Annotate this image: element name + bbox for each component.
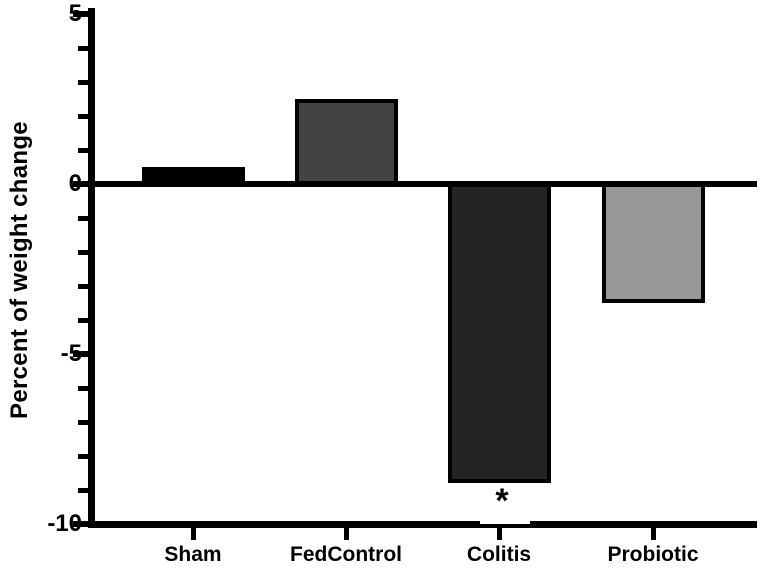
x-tick-label-probiotic: Probiotic (607, 543, 699, 566)
x-tick-sham (190, 527, 196, 540)
y-minor-tick (78, 283, 88, 289)
bar-fedcontrol (294, 99, 398, 187)
y-axis-spine (88, 8, 95, 528)
y-minor-tick (78, 113, 88, 119)
y-major-tick (73, 11, 88, 17)
x-tick-probiotic (650, 527, 656, 540)
axis-gap-artifact (480, 520, 530, 524)
x-tick-label-fedcontrol: FedControl (290, 543, 402, 566)
zero-baseline (95, 181, 757, 187)
y-tick-label: 5 (68, 0, 82, 27)
y-minor-tick (78, 249, 88, 255)
x-tick-fedcontrol (343, 527, 349, 540)
y-tick-label: -5 (60, 340, 82, 367)
y-major-tick (73, 521, 88, 527)
y-tick-label: -10 (47, 510, 82, 537)
y-minor-tick (78, 385, 88, 391)
y-minor-tick (78, 487, 88, 493)
x-tick-label-sham: Sham (164, 543, 222, 566)
bar-colitis (447, 181, 551, 484)
x-axis-spine (88, 520, 757, 528)
y-minor-tick (78, 215, 88, 221)
y-minor-tick (78, 147, 88, 153)
y-minor-tick (78, 453, 88, 459)
y-minor-tick (78, 317, 88, 323)
y-minor-tick (78, 79, 88, 85)
significance-asterisk: * (495, 482, 509, 521)
y-tick-label: 0 (68, 170, 82, 197)
y-major-tick (73, 181, 88, 187)
y-minor-tick (78, 419, 88, 425)
y-major-tick (73, 351, 88, 357)
x-tick-colitis (496, 527, 502, 540)
y-minor-tick (78, 45, 88, 51)
x-tick-label-colitis: Colitis (466, 543, 532, 566)
bar-probiotic (601, 181, 705, 303)
